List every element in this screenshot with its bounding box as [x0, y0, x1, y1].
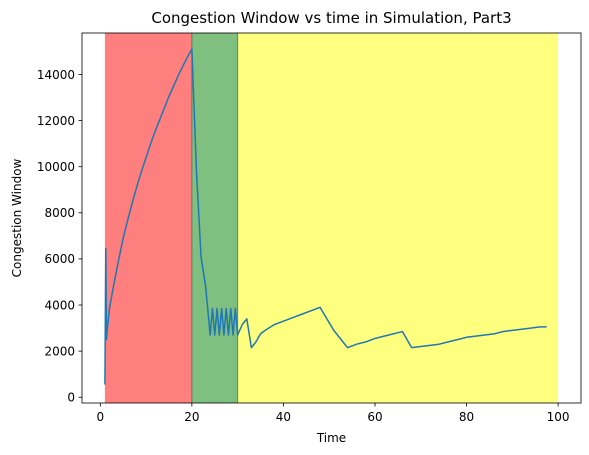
y-tick-label: 12000: [37, 114, 75, 128]
x-tick-label: 80: [459, 410, 474, 424]
x-tick-label: 40: [276, 410, 291, 424]
y-axis-ticks: 0 2000 4000 6000 8000 10000 12000 14000: [37, 68, 82, 405]
series-line-1: [104, 48, 547, 385]
phase-bands: [104, 33, 559, 403]
data-series-group: [104, 48, 547, 385]
y-tick-label: 6000: [44, 252, 75, 266]
phase-band-3: [237, 33, 559, 403]
x-axis-label: Time: [316, 431, 346, 445]
y-tick-label: 10000: [37, 160, 75, 174]
y-tick-label: 8000: [44, 206, 75, 220]
phase-band-1: [104, 33, 192, 403]
phase-band-edges: [191, 33, 239, 403]
x-tick-label: 20: [184, 410, 199, 424]
x-tick-label: 60: [367, 410, 382, 424]
axes-frame: [81, 32, 582, 404]
x-tick-label: 100: [547, 410, 570, 424]
x-axis-ticks: 0 20 40 60 80 100: [96, 403, 570, 424]
y-tick-label: 2000: [44, 344, 75, 358]
chart-title: Congestion Window vs time in Simulation,…: [151, 9, 511, 27]
y-axis-label: Congestion Window: [10, 158, 24, 277]
x-tick-label: 0: [96, 410, 104, 424]
y-tick-label: 14000: [37, 68, 75, 82]
y-tick-label: 0: [67, 391, 75, 405]
y-tick-label: 4000: [44, 298, 75, 312]
